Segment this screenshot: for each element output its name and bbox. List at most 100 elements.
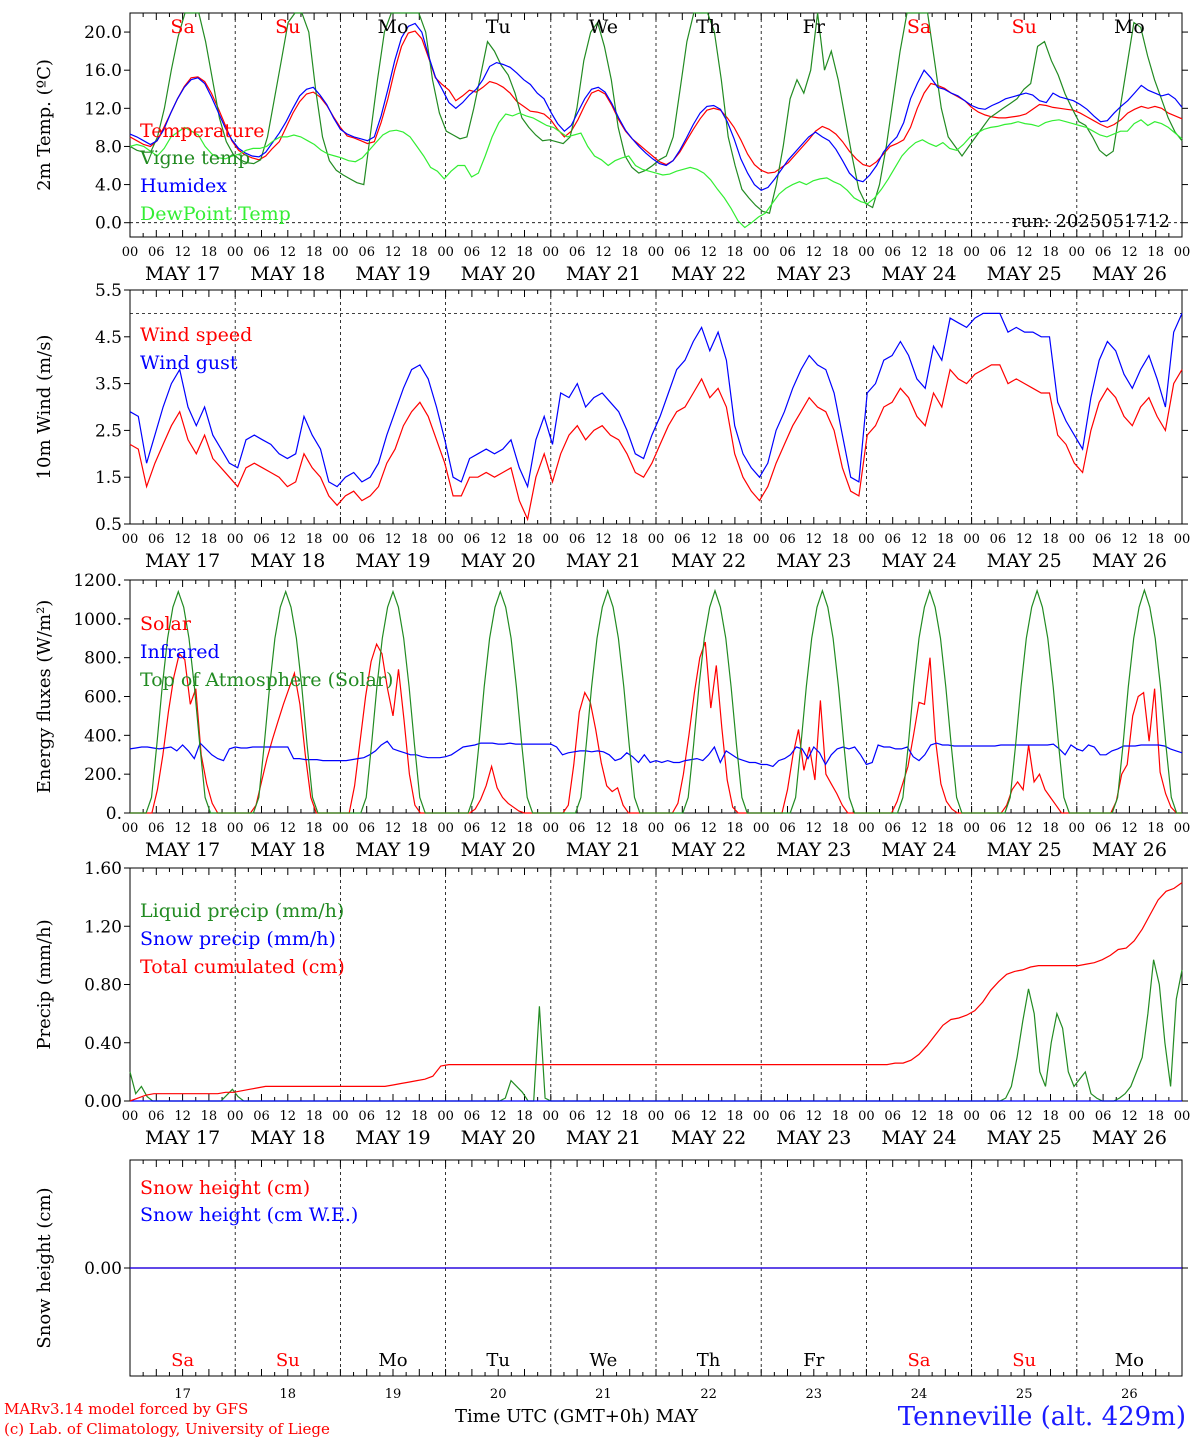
weekday-label: Tu [486,1350,510,1371]
date-label: MAY 24 [881,839,956,861]
hour-tick-label: 00 [648,1109,665,1124]
hour-tick-label: 12 [280,821,297,836]
hour-tick-label: 12 [1121,532,1138,547]
hour-tick-label: 18 [306,245,323,260]
date-label: MAY 21 [566,1127,641,1149]
hour-tick-label: 00 [963,1109,980,1124]
hour-tick-label: 00 [753,245,770,260]
weekday-label: Mo [378,1350,407,1371]
hour-tick-label: 00 [543,532,560,547]
hour-tick-label: 12 [700,821,717,836]
weekday-label: Th [696,16,721,38]
date-label: MAY 22 [671,1127,746,1149]
hour-tick-label: 06 [569,821,586,836]
hour-tick-label: 18 [832,1109,849,1124]
hour-tick-label: 06 [253,821,270,836]
hour-tick-label: 18 [937,245,954,260]
hour-tick-label: 06 [1095,245,1112,260]
hour-tick-label: 06 [464,532,481,547]
hour-tick-label: 06 [464,1109,481,1124]
hour-tick-label: 06 [674,245,691,260]
y-tick-label: 1000. [73,610,122,630]
weekday-label: We [589,16,618,38]
day-number: 22 [700,1387,717,1402]
weekday-label: Mo [378,16,409,38]
date-label: MAY 23 [776,1127,851,1149]
y-tick-label: 0.0 [95,214,122,234]
series-line [129,882,1183,1102]
weekday-label: Mo [1114,16,1145,38]
hour-tick-label: 00 [227,1109,244,1124]
hour-tick-label: 18 [201,821,218,836]
weekday-label: Su [275,16,300,38]
hour-tick-label: 12 [280,1109,297,1124]
hour-tick-label: 00 [1174,1109,1191,1124]
weekday-label: Mo [1115,1350,1144,1371]
date-label: MAY 23 [776,839,851,861]
date-label: MAY 20 [461,263,536,285]
hour-tick-label: 12 [490,245,507,260]
hour-tick-label: 06 [464,245,481,260]
hour-tick-label: 06 [358,532,375,547]
date-label: MAY 26 [1092,839,1167,861]
hour-tick-label: 00 [753,1109,770,1124]
hour-tick-label: 06 [884,532,901,547]
hour-tick-label: 12 [385,245,402,260]
y-axis-label: 2m Temp. (ºC) [34,59,55,191]
hour-tick-label: 06 [674,532,691,547]
date-label: MAY 22 [671,550,746,572]
y-tick-label: 1.20 [84,917,122,937]
hour-tick-label: 18 [411,532,428,547]
hour-tick-label: 00 [963,245,980,260]
hour-tick-label: 06 [1095,821,1112,836]
weekday-label: Sa [170,16,194,38]
date-label: MAY 21 [566,839,641,861]
hour-tick-label: 12 [806,821,823,836]
hour-tick-label: 06 [884,821,901,836]
hour-tick-label: 12 [1121,821,1138,836]
hour-tick-label: 00 [963,821,980,836]
hour-tick-label: 06 [253,1109,270,1124]
hour-tick-label: 18 [621,245,638,260]
hour-tick-label: 00 [858,821,875,836]
date-label: MAY 24 [881,263,956,285]
date-label: MAY 20 [461,1127,536,1149]
weekday-label: Fr [803,1350,824,1371]
y-axis-label: Energy fluxes (W/m²) [34,600,55,794]
hour-tick-label: 00 [227,245,244,260]
hour-tick-label: 06 [990,245,1007,260]
hour-tick-label: 00 [753,821,770,836]
hour-tick-label: 12 [385,821,402,836]
hour-tick-label: 06 [1095,1109,1112,1124]
hour-tick-label: 12 [1016,821,1033,836]
hour-tick-label: 00 [1069,245,1086,260]
hour-tick-label: 18 [201,532,218,547]
hour-tick-label: 06 [148,821,165,836]
date-label: MAY 18 [250,263,325,285]
hour-tick-label: 12 [700,245,717,260]
hour-tick-label: 00 [963,532,980,547]
series-line [129,112,1183,229]
y-tick-label: 5.5 [95,281,122,301]
hour-tick-label: 12 [595,821,612,836]
date-label: MAY 26 [1092,263,1167,285]
y-tick-label: 3.5 [95,375,122,395]
date-label: MAY 17 [145,263,220,285]
hour-tick-label: 00 [858,532,875,547]
hour-tick-label: 18 [1147,245,1164,260]
hour-tick-label: 12 [174,532,191,547]
hour-tick-label: 00 [1069,821,1086,836]
hour-tick-label: 00 [437,245,454,260]
series-line [129,22,1183,191]
day-number: 26 [1121,1387,1138,1402]
hour-tick-label: 12 [1121,1109,1138,1124]
weekday-label: Fr [803,16,826,38]
series-line [129,312,1183,489]
hour-tick-label: 12 [595,1109,612,1124]
hour-tick-label: 12 [490,1109,507,1124]
y-tick-label: 400. [84,726,122,746]
date-label: MAY 17 [145,839,220,861]
hour-tick-label: 00 [122,532,139,547]
hour-tick-label: 18 [832,821,849,836]
y-tick-label: 12.0 [84,99,122,119]
